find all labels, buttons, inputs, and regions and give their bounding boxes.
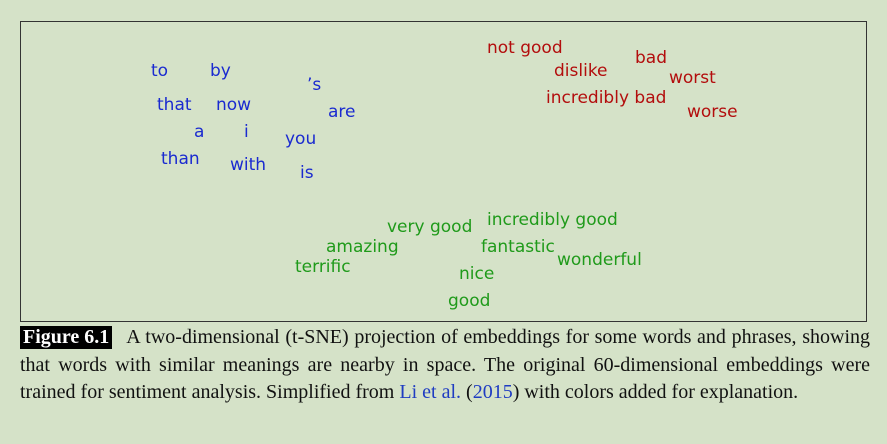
phrase-incredibly-bad: incredibly bad: [546, 88, 667, 108]
word-terrific: terrific: [295, 257, 351, 277]
word-bad: bad: [635, 48, 667, 68]
word-nice: nice: [459, 264, 495, 284]
word-wonderful: wonderful: [557, 250, 642, 270]
phrase-not-good: not good: [487, 38, 563, 58]
word-you: you: [285, 129, 317, 149]
word-worse: worse: [687, 102, 738, 122]
word-now: now: [216, 95, 252, 115]
word-to: to: [151, 61, 169, 81]
caption-text: A two-dimensional (t-SNE) projection of …: [20, 326, 870, 403]
word-that: that: [157, 95, 192, 115]
word-good: good: [448, 291, 491, 311]
word-than: than: [161, 149, 200, 169]
word-dislike: dislike: [554, 61, 608, 81]
word-a: a: [194, 122, 205, 142]
citation-link-year[interactable]: 2015: [472, 381, 513, 403]
phrase-incredibly-good: incredibly good: [487, 210, 618, 230]
word-i: i: [244, 122, 249, 142]
word-by: by: [210, 61, 231, 81]
phrase-very-good: very good: [387, 217, 473, 237]
citation-link-author[interactable]: Li et al.: [399, 381, 462, 403]
word-is: is: [300, 163, 314, 183]
word-fantastic: fantastic: [481, 237, 555, 257]
caption-text-end: with colors added for explanation.: [519, 381, 799, 403]
figure-label: Figure 6.1: [20, 326, 113, 349]
word-apostrophe-s: ’s: [307, 75, 322, 95]
word-with: with: [230, 155, 267, 175]
citation-paren-open: (: [461, 381, 473, 403]
word-worst: worst: [669, 68, 716, 88]
projection-plot: to by ’s that now are a i you than with …: [20, 21, 867, 322]
word-amazing: amazing: [326, 237, 399, 257]
word-are: are: [328, 102, 356, 122]
citation-paren-close: ): [512, 381, 520, 403]
figure-caption: Figure 6.1 A two-dimensional (t-SNE) proj…: [20, 324, 870, 407]
